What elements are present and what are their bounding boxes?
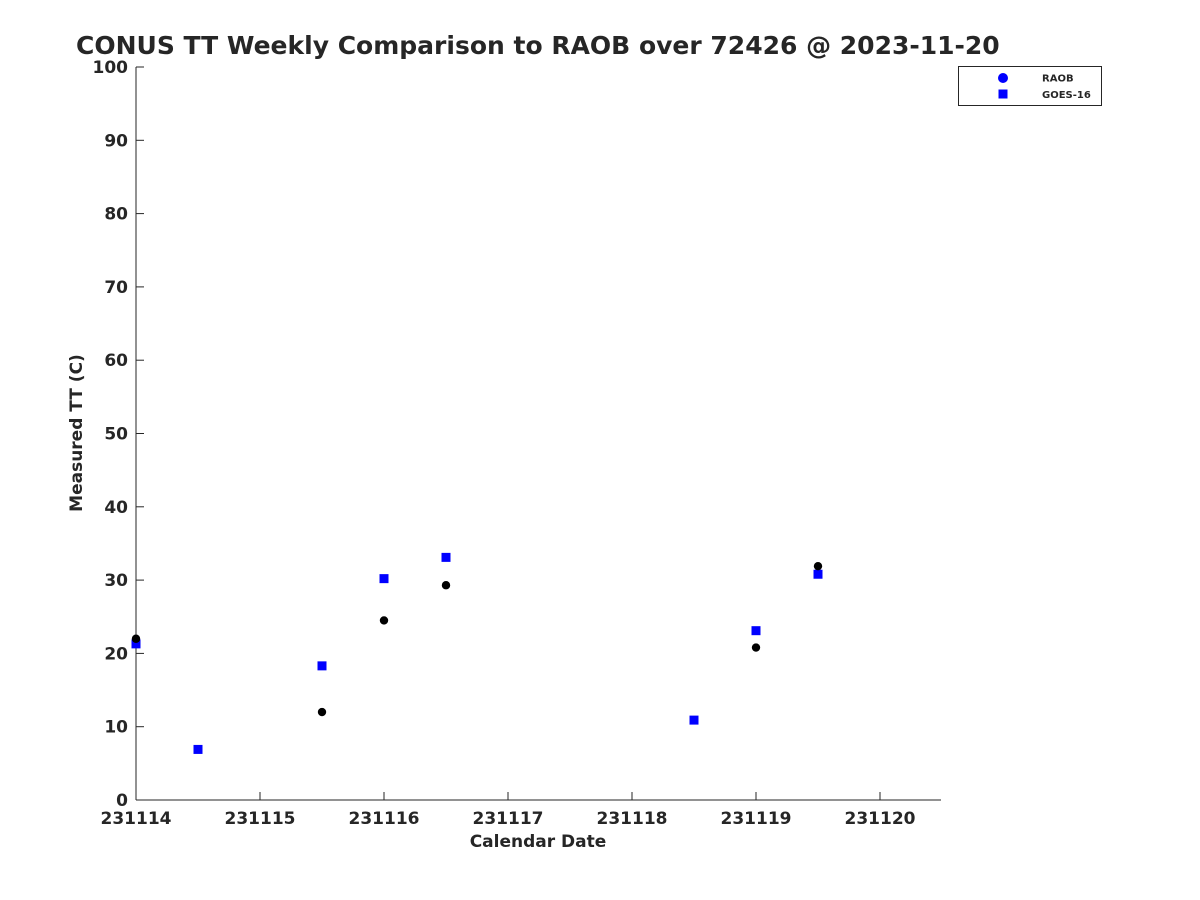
goes16-point — [441, 552, 451, 562]
legend-label-raob: RAOB — [1042, 74, 1074, 85]
x-axis-label: Calendar Date — [470, 832, 607, 852]
y-tick-label: 60 — [104, 351, 128, 371]
y-tick-label: 80 — [104, 205, 128, 225]
y-tick-label: 30 — [104, 571, 128, 591]
legend-marker-goes16 — [998, 89, 1008, 99]
y-tick-label: 20 — [104, 644, 128, 664]
y-tick-label: 100 — [93, 58, 129, 78]
goes16-point — [317, 661, 327, 671]
goes16-point — [813, 569, 823, 579]
raob-point — [813, 561, 823, 571]
x-tick-label: 231115 — [225, 809, 296, 829]
x-tick-label: 231118 — [597, 809, 668, 829]
x-tick-label: 231117 — [473, 809, 544, 829]
raob-point — [317, 707, 327, 717]
y-axis-label: Measured TT (C) — [67, 354, 87, 512]
y-tick-label: 10 — [104, 718, 128, 738]
y-tick-label: 70 — [104, 278, 128, 298]
goes16-point — [379, 574, 389, 584]
goes16-point — [131, 639, 141, 649]
chart-title: CONUS TT Weekly Comparison to RAOB over … — [76, 31, 1000, 60]
y-tick-label: 90 — [104, 131, 128, 151]
legend-label-goes16: GOES-16 — [1042, 90, 1091, 101]
raob-point — [751, 643, 761, 652]
raob-point — [379, 616, 389, 625]
goes16-point — [751, 626, 761, 636]
y-tick-label: 50 — [104, 425, 128, 445]
legend-marker-raob — [998, 73, 1008, 83]
legend: RAOB GOES-16 — [958, 66, 1102, 106]
x-axis-ticks: 231114 231115 231116 231117 231118 231119 2311… — [101, 792, 916, 829]
y-tick-label: 0 — [116, 791, 128, 811]
x-tick-label: 231114 — [101, 809, 172, 829]
legend-box — [958, 66, 1102, 106]
x-tick-label: 231116 — [349, 809, 420, 829]
goes16-point — [689, 715, 699, 725]
raob-point — [441, 581, 451, 590]
goes16-point — [193, 744, 203, 754]
y-tick-label: 40 — [104, 498, 128, 518]
raob-point — [131, 634, 141, 643]
x-tick-label: 231120 — [845, 809, 916, 829]
x-tick-label: 231119 — [721, 809, 792, 829]
y-axis-ticks: 0 10 20 30 40 50 60 70 80 90 100 — [93, 58, 144, 811]
data-points — [131, 552, 823, 754]
